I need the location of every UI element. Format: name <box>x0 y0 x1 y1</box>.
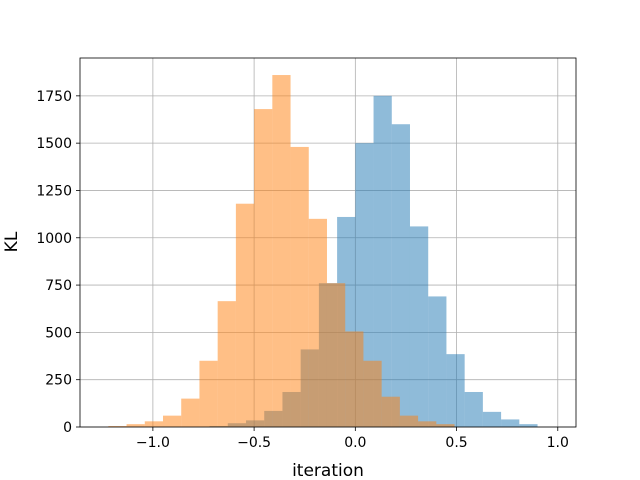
histogram-bar-series-2 <box>308 218 327 427</box>
y-axis-label: KL <box>2 231 22 252</box>
histogram-bar-series-1 <box>464 391 483 427</box>
histogram-bar-series-1 <box>373 95 392 427</box>
histogram-bar-series-2 <box>217 301 236 427</box>
y-tick-label: 250 <box>45 373 72 389</box>
histogram-bar-series-1 <box>519 424 538 427</box>
histogram-bar-series-2 <box>235 203 255 427</box>
x-tick-label: 0.5 <box>445 435 467 451</box>
histogram-bar-series-2 <box>126 424 145 427</box>
histogram-bar-series-2 <box>144 421 164 427</box>
histogram-bar-series-2 <box>399 415 419 427</box>
histogram-bars <box>108 75 538 428</box>
histogram-bar-series-2 <box>436 424 455 427</box>
histogram-bar-series-1 <box>428 296 447 427</box>
histogram-bar-series-2 <box>326 283 346 427</box>
histogram-bar-series-2 <box>108 426 127 427</box>
x-tick-label: −0.5 <box>237 435 271 451</box>
histogram-bar-series-2 <box>272 75 291 428</box>
histogram-bar-series-2 <box>163 415 182 427</box>
y-tick-label: 0 <box>63 420 72 436</box>
histogram-bar-series-2 <box>381 396 400 427</box>
histogram-bar-series-2 <box>363 360 382 427</box>
histogram-bar-series-2 <box>181 398 200 427</box>
histogram-bar-series-2 <box>290 146 309 427</box>
histogram-bar-series-2 <box>345 331 364 427</box>
histogram-bar-series-1 <box>482 411 502 427</box>
x-axis-label: iteration <box>292 461 364 480</box>
x-tick-label: 0.0 <box>344 435 366 451</box>
y-tick-label: 750 <box>45 278 72 294</box>
y-tick-label: 1500 <box>36 136 72 152</box>
y-tick-label: 1750 <box>36 89 72 105</box>
histogram-bar-series-1 <box>409 226 429 427</box>
y-tick-label: 1000 <box>36 231 72 247</box>
histogram-bar-series-1 <box>391 124 410 427</box>
x-tick-label: 1.0 <box>547 435 569 451</box>
x-tick-label: −1.0 <box>136 435 170 451</box>
histogram-bar-series-2 <box>418 421 437 427</box>
histogram-bar-series-2 <box>254 109 273 427</box>
plot-frame <box>79 57 577 428</box>
axis-ticks: −1.0 −0.5 0.0 0.5 1.0 0 250 500 750 1000 1250 1500 1… <box>36 89 569 451</box>
histogram-bar-series-2 <box>199 360 218 427</box>
histogram-bar-series-1 <box>501 419 520 427</box>
histogram-bar-series-1 <box>446 354 465 427</box>
y-tick-label: 500 <box>45 325 72 341</box>
y-tick-label: 1250 <box>36 183 72 199</box>
